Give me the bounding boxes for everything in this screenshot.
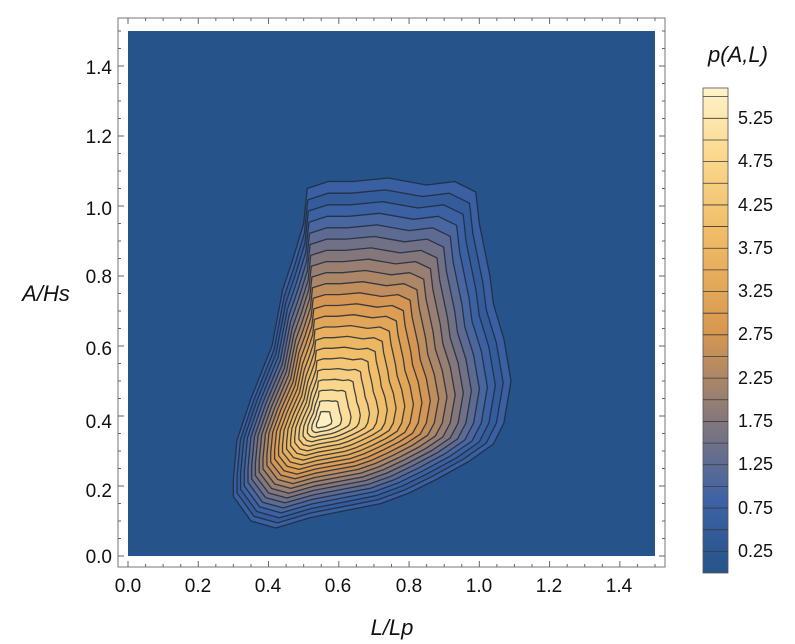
- colorbar-level-lines: [703, 96, 728, 552]
- colorbar-tick-label: 2.75: [738, 324, 773, 344]
- y-tick-label: 0.0: [86, 547, 112, 568]
- y-tick-label: 0.8: [86, 267, 112, 288]
- x-tick-label: 1.0: [466, 576, 492, 597]
- y-tick-labels: 0.0 0.2 0.4 0.6 0.8 1.0 1.2 1.4: [86, 58, 113, 568]
- y-tick-label: 1.0: [86, 199, 112, 220]
- y-tick-label: 1.4: [86, 58, 113, 79]
- y-axis-label: A/Hs: [20, 281, 70, 306]
- x-axis-label: L/Lp: [371, 615, 414, 640]
- y-tick-label: 0.4: [86, 412, 113, 433]
- x-tick-label: 0.2: [185, 576, 211, 597]
- x-tick-label: 0.0: [115, 576, 141, 597]
- colorbar-tick-label: 4.25: [738, 195, 773, 215]
- x-tick-label: 0.4: [255, 576, 282, 597]
- x-tick-label: 0.8: [396, 576, 422, 597]
- axis-ticks: [118, 18, 665, 567]
- contour-level: [315, 410, 333, 429]
- colorbar-tick-label: 1.75: [738, 411, 773, 431]
- colorbar-tick-label: 5.25: [738, 108, 773, 128]
- colorbar-tick-label: 0.25: [738, 541, 773, 561]
- colorbar-tick-label: 4.75: [738, 151, 773, 171]
- plot-area: [128, 31, 655, 556]
- colorbar: [702, 87, 729, 574]
- y-tick-label: 1.2: [86, 127, 112, 148]
- colorbar-tick-labels: 0.25 0.75 1.25 1.75 2.25 2.75 3.25 3.75 …: [738, 108, 773, 561]
- colorbar-tick-label: 3.25: [738, 281, 773, 301]
- x-tick-label: 1.2: [536, 576, 562, 597]
- colorbar-tick-label: 0.75: [738, 498, 773, 518]
- x-tick-labels: 0.0 0.2 0.4 0.6 0.8 1.0 1.2 1.4: [115, 576, 633, 597]
- colorbar-tick-label: 3.75: [738, 238, 773, 258]
- x-tick-label: 1.4: [606, 576, 633, 597]
- x-tick-label: 0.6: [325, 576, 351, 597]
- y-tick-label: 0.6: [86, 339, 112, 360]
- colorbar-title: p(A,L): [707, 42, 768, 67]
- colorbar-tick-label: 2.25: [738, 368, 773, 388]
- colorbar-tick-label: 1.25: [738, 454, 773, 474]
- y-tick-label: 0.2: [86, 481, 112, 502]
